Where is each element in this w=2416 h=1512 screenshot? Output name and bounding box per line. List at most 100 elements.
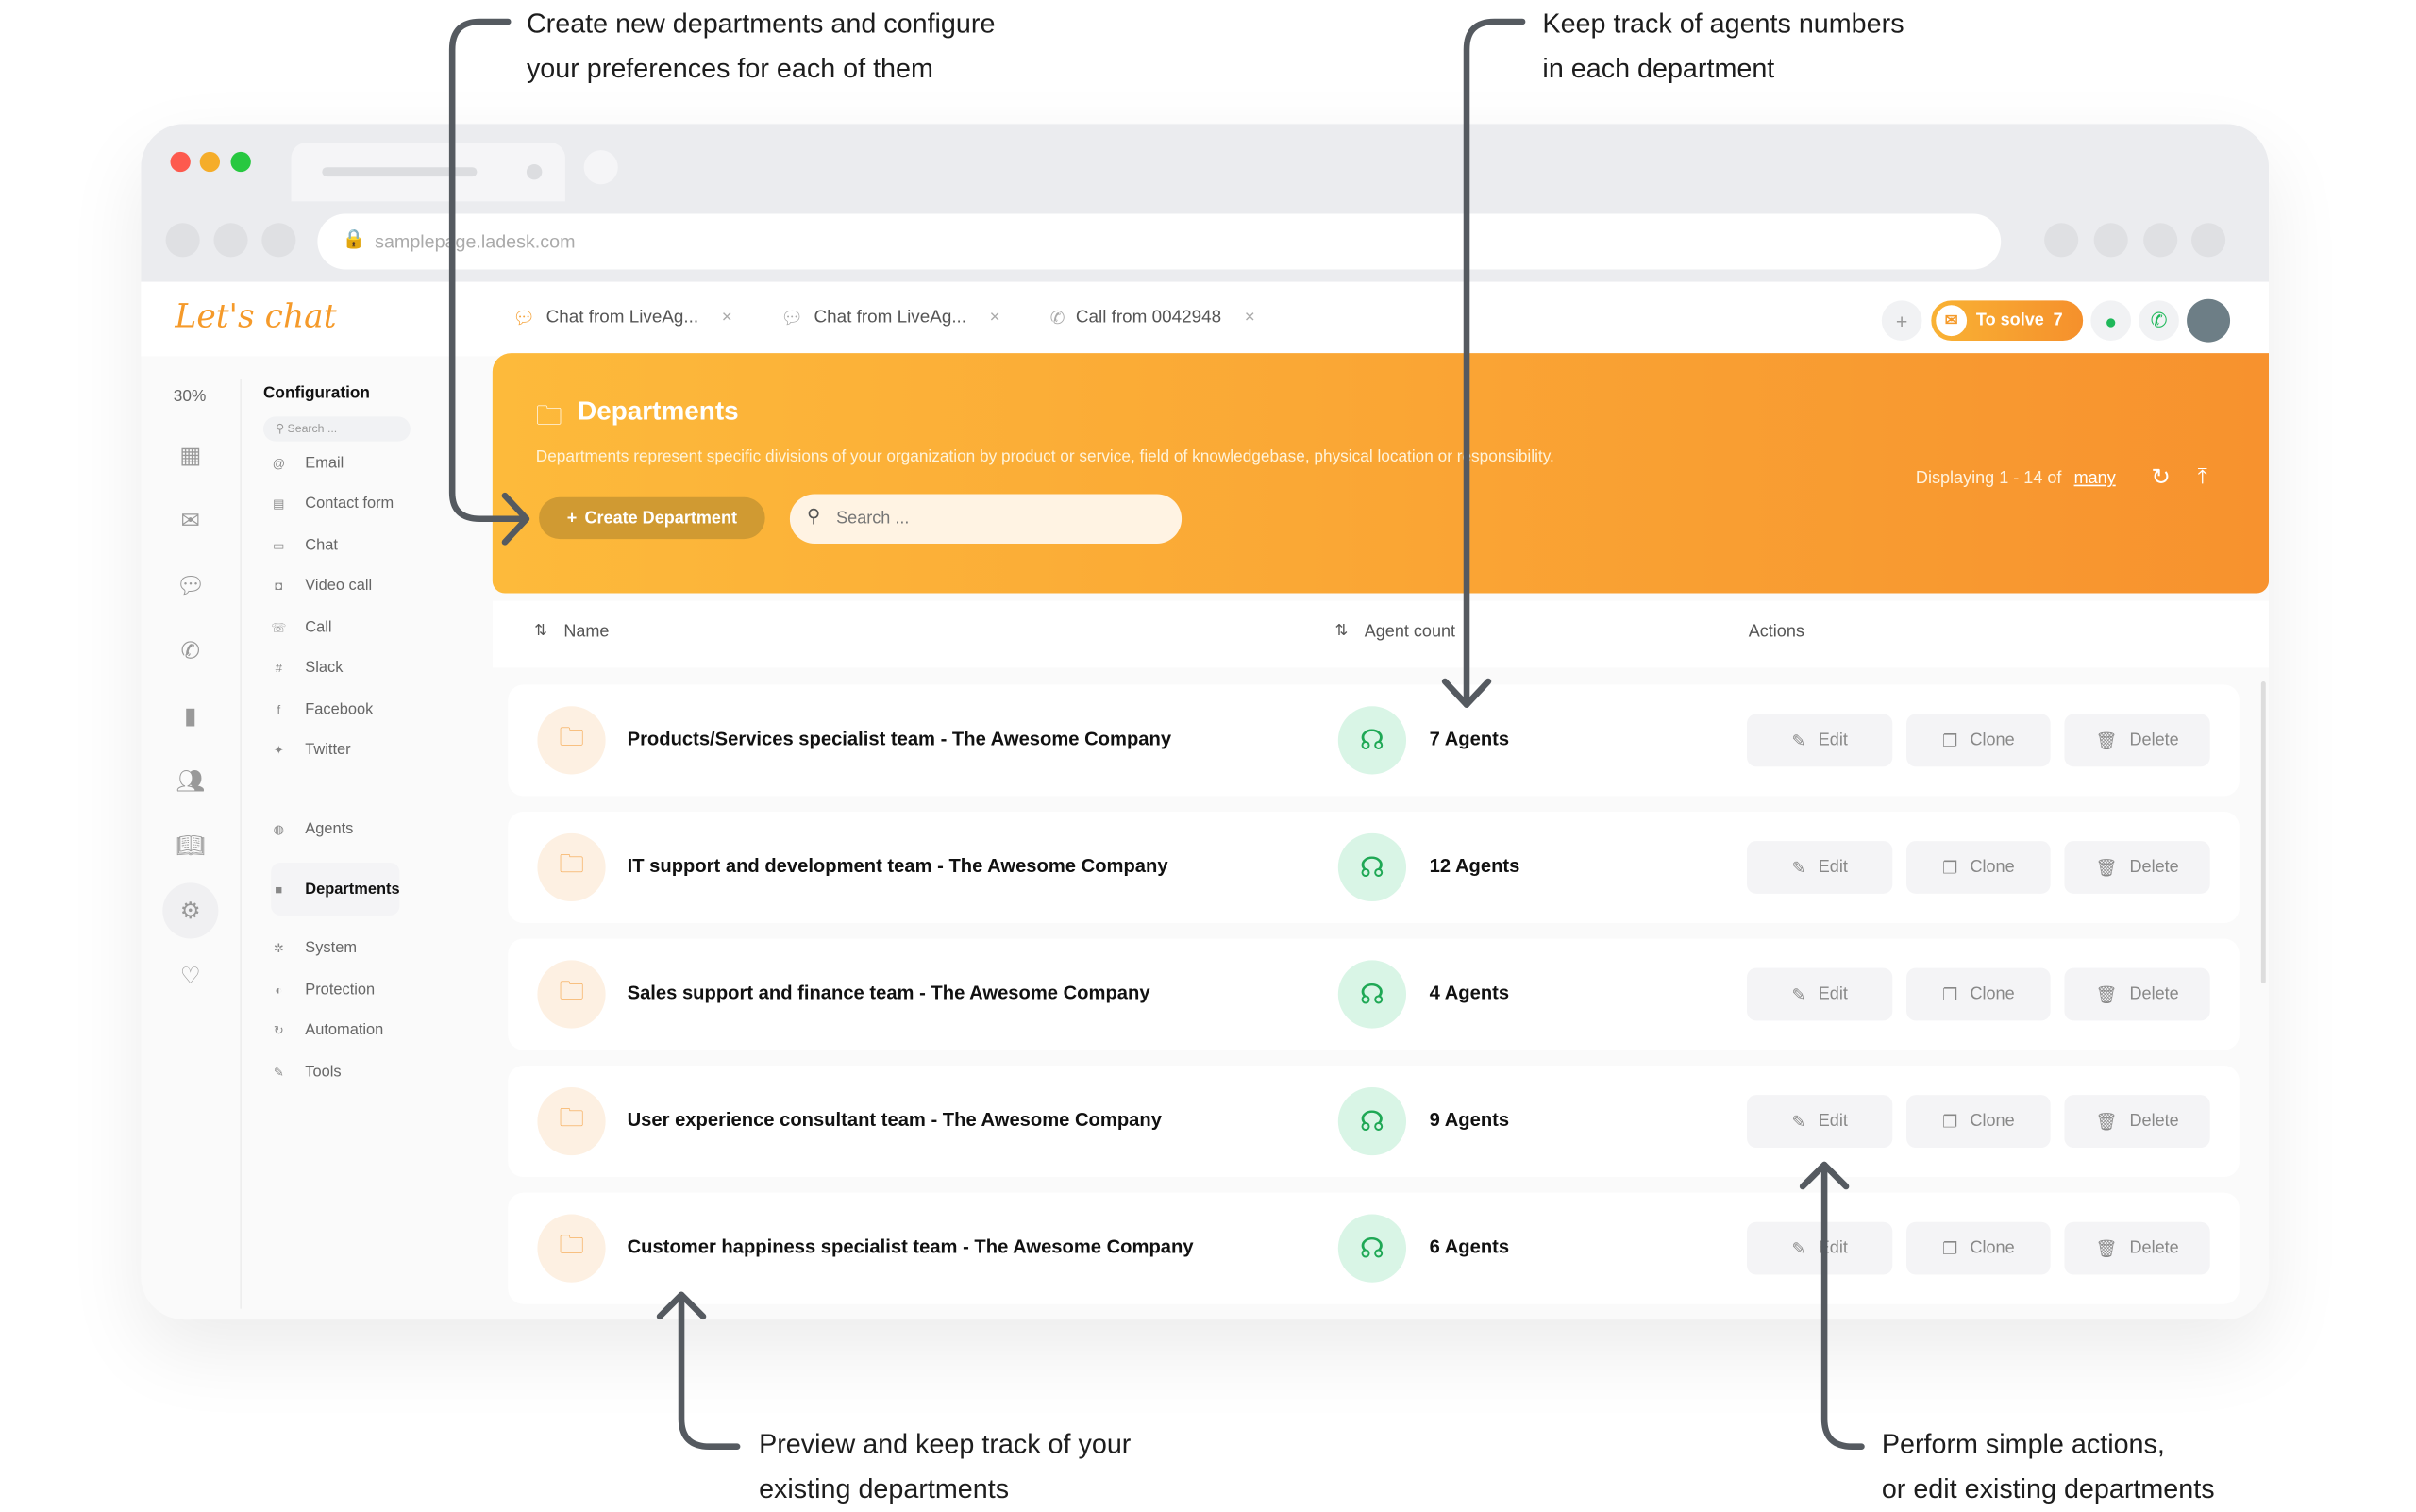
agent-headset-icon: ☊	[1337, 1214, 1407, 1283]
plus-icon[interactable]: +	[1881, 300, 1922, 342]
ext-icon[interactable]	[2143, 223, 2178, 258]
forward-icon[interactable]	[213, 223, 248, 258]
delete-button[interactable]: 🗑︎ Delete	[2064, 1221, 2210, 1275]
ext-icon[interactable]	[2044, 223, 2079, 258]
close-tab-icon[interactable]: ×	[989, 308, 1000, 328]
config-item-call[interactable]: ☏ Call	[271, 619, 331, 636]
clone-icon: ❐	[1942, 731, 1958, 751]
delete-button[interactable]: 🗑︎ Delete	[2064, 1095, 2210, 1148]
address-bar[interactable]: 🔒 samplepage.ladesk.com	[317, 213, 2002, 270]
reports-icon[interactable]: ▮	[184, 703, 197, 730]
minimize-dot-icon[interactable]	[199, 151, 221, 173]
chat-icon: 💬︎	[512, 310, 536, 328]
clone-button[interactable]: ❐ Clone	[1906, 1095, 2051, 1148]
phone-icon[interactable]: ✆	[180, 638, 201, 664]
agent-count: 7 Agents	[1429, 728, 1510, 750]
heart-icon[interactable]: ♡	[179, 963, 201, 990]
chat-status-icon[interactable]: ●	[2090, 300, 2132, 342]
column-name[interactable]: Name	[563, 622, 610, 642]
config-item-icon: f	[277, 703, 281, 717]
close-tab-icon[interactable]: ×	[721, 308, 732, 328]
clone-icon: ❐	[1942, 858, 1958, 878]
edit-button[interactable]: ✎ Edit	[1747, 1221, 1893, 1275]
to-solve-button[interactable]: ✉ To solve 7	[1931, 300, 2084, 342]
edit-button[interactable]: ✎ Edit	[1747, 967, 1893, 1021]
config-item-system[interactable]: ✲ System	[271, 940, 357, 957]
ext-icon[interactable]	[2093, 223, 2128, 258]
menu-icon[interactable]	[2191, 223, 2226, 258]
new-tab-icon[interactable]	[583, 150, 618, 185]
chat-icon[interactable]: 💬︎	[176, 573, 206, 600]
table-row[interactable]: 🗀 Sales support and finance team - The A…	[508, 938, 2240, 1050]
edit-button[interactable]: ✎ Edit	[1747, 841, 1893, 894]
dashboard-icon[interactable]: ▦	[179, 443, 202, 470]
sort-icon[interactable]: ⇅	[534, 622, 547, 640]
table-row[interactable]: 🗀 Products/Services specialist team - Th…	[508, 684, 2240, 797]
scroll-top-icon[interactable]: ⤒	[2197, 462, 2207, 488]
back-icon[interactable]	[165, 223, 200, 258]
edit-button[interactable]: ✎ Edit	[1747, 714, 1893, 767]
browser-tab[interactable]	[291, 142, 565, 202]
config-item-label: Facebook	[305, 701, 374, 719]
column-agent-count[interactable]: Agent count	[1364, 622, 1456, 642]
config-item-contact-form[interactable]: ▤ Contact form	[271, 496, 394, 512]
gear-icon[interactable]: ⚙	[162, 882, 219, 939]
config-item-protection[interactable]: ◐ Protection	[271, 982, 375, 999]
reload-icon[interactable]	[261, 223, 296, 258]
edit-button[interactable]: ✎ Edit	[1747, 1095, 1893, 1148]
department-name[interactable]: Products/Services specialist team - The …	[627, 728, 1172, 750]
avatar[interactable]	[2187, 298, 2231, 343]
department-name[interactable]: Customer happiness specialist team - The…	[627, 1235, 1194, 1258]
customers-icon[interactable]: 👥︎	[176, 767, 206, 795]
config-item-icon: ▤	[273, 496, 285, 512]
delete-button[interactable]: 🗑︎ Delete	[2064, 714, 2210, 767]
config-item-chat[interactable]: ▭ Chat	[271, 537, 338, 554]
knowledgebase-icon[interactable]: 📖︎	[176, 832, 206, 860]
mail-icon[interactable]: ✉	[180, 508, 201, 535]
tab-chat-2[interactable]: 💬︎ Chat from LiveAg... ×	[780, 308, 1000, 328]
config-item-tools[interactable]: ✎ Tools	[271, 1064, 342, 1081]
table-row[interactable]: 🗀 IT support and development team - The …	[508, 811, 2240, 924]
config-item-facebook[interactable]: f Facebook	[271, 701, 374, 719]
config-item-label: Email	[305, 455, 344, 473]
create-department-button[interactable]: + Create Department	[539, 496, 765, 540]
department-name[interactable]: User experience consultant team - The Aw…	[627, 1108, 1162, 1131]
department-name[interactable]: IT support and development team - The Aw…	[627, 854, 1168, 877]
config-item-automation[interactable]: ↻ Automation	[271, 1022, 383, 1039]
config-item-agents[interactable]: ◍ Agents	[271, 821, 354, 838]
config-item-video-call[interactable]: ◘ Video call	[271, 578, 372, 595]
close-tab-icon[interactable]: ×	[1244, 308, 1255, 328]
tab-call[interactable]: ✆ Call from 0042948 ×	[1049, 308, 1255, 328]
maximize-dot-icon[interactable]	[230, 151, 251, 173]
folder-icon: 🗀	[537, 1214, 606, 1283]
clone-button[interactable]: ❐ Clone	[1906, 714, 2051, 767]
table-row[interactable]: 🗀 Customer happiness specialist team - T…	[508, 1192, 2240, 1304]
close-dot-icon[interactable]	[170, 151, 191, 173]
clone-icon: ❐	[1942, 1113, 1958, 1132]
sort-icon[interactable]: ⇅	[1334, 622, 1349, 640]
table-header: ⇅ Name ⇅ Agent count Actions	[492, 600, 2270, 668]
config-search[interactable]: ⚲ Search ...	[262, 416, 411, 442]
tab-chat-1[interactable]: 💬︎ Chat from LiveAg... ×	[512, 308, 732, 328]
phone-status-icon[interactable]: ✆	[2139, 300, 2179, 342]
table-row[interactable]: 🗀 User experience consultant team - The …	[508, 1066, 2240, 1178]
department-name[interactable]: Sales support and finance team - The Awe…	[627, 982, 1150, 1004]
config-item-twitter[interactable]: ✦ Twitter	[271, 742, 351, 759]
scrollbar[interactable]	[2260, 681, 2266, 984]
config-item-departments[interactable]: ■ Departments	[271, 863, 400, 916]
edit-icon: ✎	[1791, 858, 1806, 878]
refresh-icon[interactable]: ↻	[2151, 464, 2171, 492]
departments-header: 🗀 Departments Departments represent spec…	[492, 353, 2270, 594]
config-title: Configuration	[262, 383, 370, 403]
search-input[interactable]	[789, 494, 1183, 544]
clone-button[interactable]: ❐ Clone	[1906, 841, 2051, 894]
clone-button[interactable]: ❐ Clone	[1906, 967, 2051, 1021]
config-item-icon: ✲	[273, 941, 284, 956]
clone-button[interactable]: ❐ Clone	[1906, 1221, 2051, 1275]
delete-button[interactable]: 🗑︎ Delete	[2064, 967, 2210, 1021]
config-item-email[interactable]: @ Email	[271, 455, 344, 472]
delete-button[interactable]: 🗑︎ Delete	[2064, 841, 2210, 894]
agent-count: 4 Agents	[1429, 982, 1510, 1004]
config-item-slack[interactable]: # Slack	[271, 660, 344, 677]
many-link[interactable]: many	[2073, 469, 2116, 488]
